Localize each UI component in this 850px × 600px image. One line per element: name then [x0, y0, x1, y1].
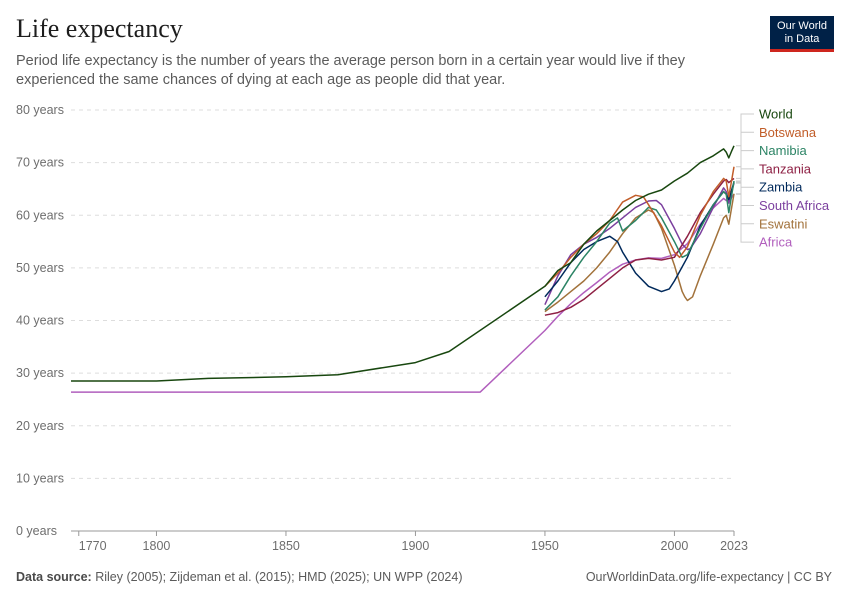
- series-lines: [71, 145, 735, 393]
- series-line-south-africa: [544, 182, 735, 306]
- legend-label-world: World: [759, 107, 793, 122]
- legend-connector: [736, 193, 754, 225]
- legend-connector: [736, 131, 754, 168]
- series-line-namibia: [544, 180, 735, 311]
- y-tick-label: 70 years: [16, 156, 64, 170]
- y-tick-label: 40 years: [16, 314, 64, 328]
- series-line-world: [71, 145, 735, 382]
- y-tick-label: 80 years: [16, 103, 64, 117]
- legend-connector: [736, 113, 754, 147]
- legend-label-tanzania: Tanzania: [759, 161, 812, 176]
- series-line-eswatini: [544, 193, 735, 313]
- x-tick-label: 1850: [272, 539, 300, 553]
- y-tick-label: 60 years: [16, 208, 64, 222]
- legend-label-namibia: Namibia: [759, 143, 807, 158]
- source-label: Data source:: [16, 570, 92, 584]
- legend-label-zambia: Zambia: [759, 180, 803, 195]
- x-tick-label: 1900: [402, 539, 430, 553]
- y-tick-label: 10 years: [16, 471, 64, 485]
- legend-connector: [736, 150, 754, 182]
- legend-connector: [736, 193, 754, 243]
- chart-subtitle: Period life expectancy is the number of …: [16, 53, 685, 88]
- y-axis: 0 years 10 years 20 years 30 years 40 years 5…: [16, 103, 64, 538]
- legend-label-africa: Africa: [759, 235, 793, 250]
- grid-lines: [71, 109, 734, 479]
- source-link[interactable]: OurWorldinData.org/life-expectancy | CC …: [585, 570, 832, 584]
- series-line-tanzania: [544, 177, 735, 316]
- legend-connector: [736, 168, 754, 179]
- y-tick-label: 30 years: [16, 366, 64, 380]
- y-tick-label: 50 years: [16, 261, 64, 275]
- data-source-note: Data source: Riley (2005); Zijdeman et a…: [16, 570, 463, 584]
- logo-line-2: in Data: [784, 32, 820, 45]
- chart-title: Life expectancy: [16, 14, 183, 43]
- x-tick-label: 2000: [661, 539, 689, 553]
- logo-line-1: Our World: [777, 20, 827, 32]
- legend-label-botswana: Botswana: [759, 125, 817, 140]
- x-tick-label: 1950: [531, 539, 559, 553]
- legend: World Botswana Namibia Tanzania Zambia South …: [736, 107, 830, 250]
- owid-logo[interactable]: Our World in Data: [770, 16, 834, 52]
- x-axis: 1770 1800 1850 1900 1950 2000 2023: [71, 530, 748, 553]
- line-chart: 0 years 10 years 20 years 30 years 40 years 5…: [16, 103, 830, 553]
- x-tick-label: 1770: [79, 539, 107, 553]
- y-tick-label: 20 years: [16, 419, 64, 433]
- legend-label-eswatini: Eswatini: [759, 216, 808, 231]
- x-tick-label: 1800: [143, 539, 171, 553]
- series-line-africa: [71, 193, 735, 393]
- legend-label-south-africa: South Africa: [759, 198, 830, 213]
- y-tick-label: 0 years: [16, 524, 57, 538]
- source-text: Riley (2005); Zijdeman et al. (2015); HM…: [95, 570, 463, 584]
- x-tick-label: 2023: [720, 539, 748, 553]
